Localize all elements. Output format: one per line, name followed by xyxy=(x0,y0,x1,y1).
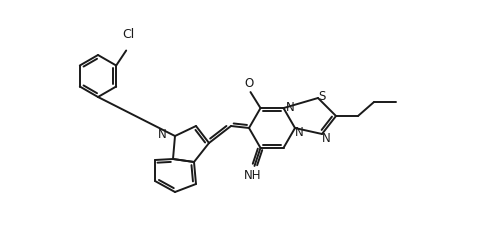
Text: O: O xyxy=(244,76,253,90)
Text: N: N xyxy=(158,127,167,140)
Text: S: S xyxy=(318,90,326,104)
Text: N: N xyxy=(295,126,303,139)
Text: N: N xyxy=(322,131,330,144)
Text: NH: NH xyxy=(244,169,261,182)
Text: N: N xyxy=(285,101,294,114)
Text: Cl: Cl xyxy=(122,29,134,42)
